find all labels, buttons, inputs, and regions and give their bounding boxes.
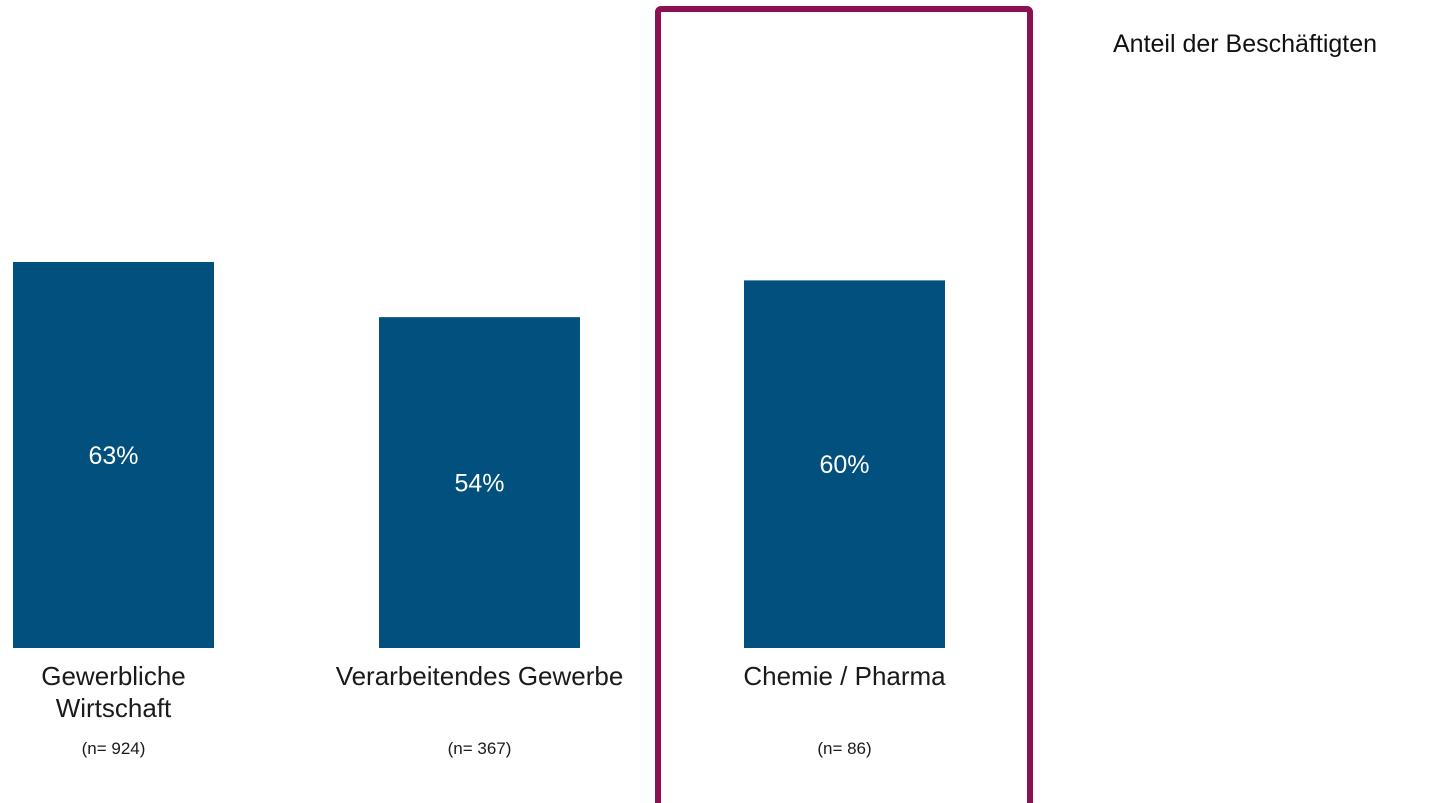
category-label: Verarbeitendes Gewerbe [336,661,624,691]
highlight-frame [655,6,1033,803]
sample-size-label: (n= 924) [82,739,146,758]
bar-value-label: 54% [454,470,504,498]
bar-1 [13,262,214,648]
bar-value-label: 63% [88,442,138,470]
category-label: Gewerbliche [41,661,186,691]
sample-size-label: (n= 367) [448,739,512,758]
legend-label: Anteil der Beschäftigten [1113,30,1378,58]
sample-size-label: (n= 86) [817,739,871,758]
bar-value-label: 60% [819,451,869,479]
category-label: Chemie / Pharma [743,661,946,691]
bar-2 [379,317,580,648]
category-label: Wirtschaft [56,693,172,723]
bar-3 [744,280,945,648]
